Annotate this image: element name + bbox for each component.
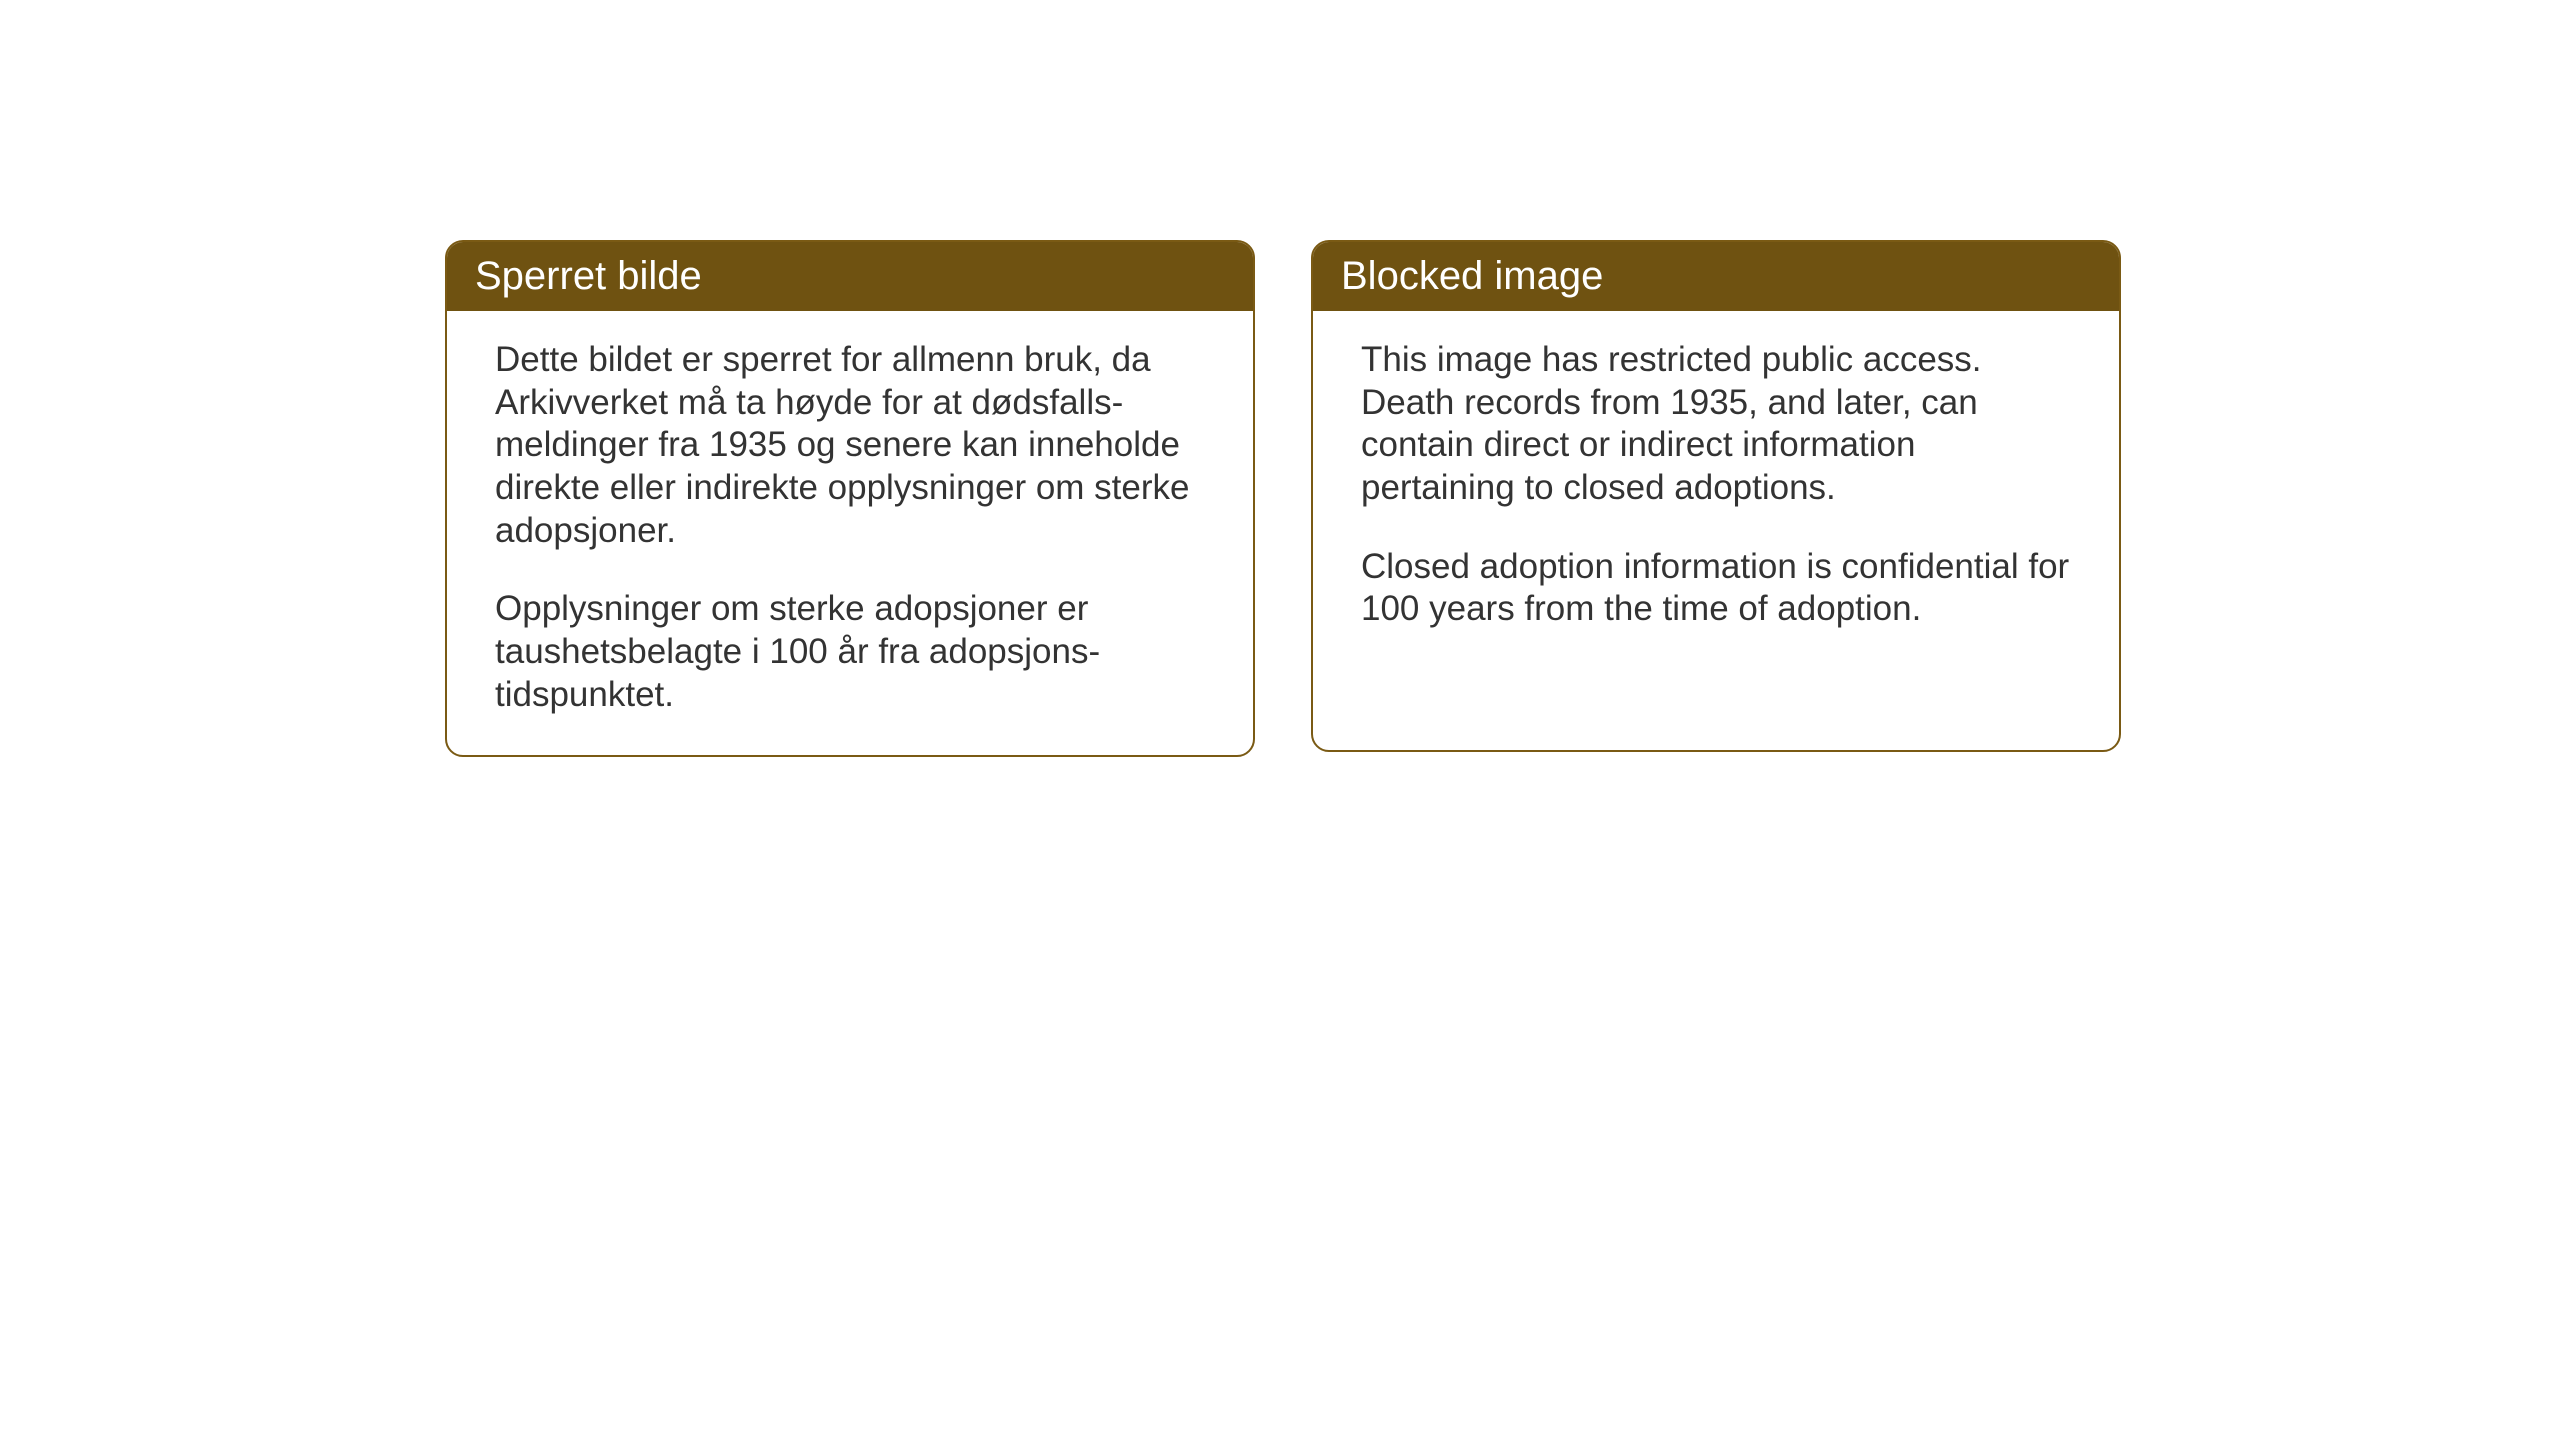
card-english-body: This image has restricted public access.… [1313, 311, 2119, 669]
card-norwegian-paragraph-2: Opplysninger om sterke adopsjoner er tau… [495, 588, 1205, 716]
card-norwegian-title: Sperret bilde [447, 242, 1253, 311]
card-english-paragraph-1: This image has restricted public access.… [1361, 339, 2071, 510]
card-norwegian-body: Dette bildet er sperret for allmenn bruk… [447, 311, 1253, 755]
card-norwegian: Sperret bilde Dette bildet er sperret fo… [445, 240, 1255, 757]
card-norwegian-paragraph-1: Dette bildet er sperret for allmenn bruk… [495, 339, 1205, 552]
card-english-paragraph-2: Closed adoption information is confident… [1361, 546, 2071, 631]
card-english: Blocked image This image has restricted … [1311, 240, 2121, 752]
cards-container: Sperret bilde Dette bildet er sperret fo… [445, 240, 2121, 757]
card-english-title: Blocked image [1313, 242, 2119, 311]
